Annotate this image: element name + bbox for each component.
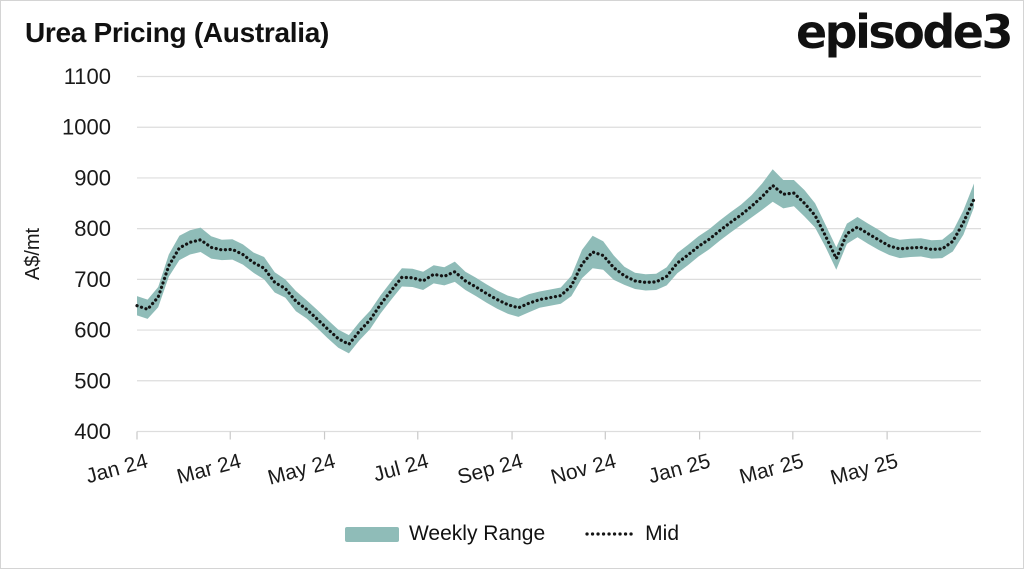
svg-text:Sep 24: Sep 24	[455, 450, 526, 490]
svg-text:May 24: May 24	[265, 450, 338, 490]
svg-text:May 25: May 25	[828, 450, 900, 490]
y-axis-labels: 1100 1000 900 800 700 600 500 400	[62, 64, 111, 444]
svg-text:700: 700	[74, 267, 111, 292]
svg-text:1100: 1100	[64, 64, 111, 89]
legend-weekly-range[interactable]: Weekly Range	[344, 522, 546, 546]
chart-legend: Weekly Range Mid	[1, 522, 1023, 546]
x-axis-labels: Jan 24 Mar 24 May 24 Jul 24 Sep 24 Nov 24 Jan …	[83, 450, 900, 490]
mid-dotted-line	[135, 183, 976, 346]
svg-text:Jan 24: Jan 24	[83, 450, 150, 489]
svg-text:600: 600	[74, 318, 111, 343]
weekly-range-swatch-icon	[344, 526, 399, 542]
svg-text:Jan 25: Jan 25	[646, 450, 713, 489]
episode3-logo: episode3	[795, 5, 1014, 59]
svg-text:400: 400	[74, 419, 111, 444]
mid-dotted-line-icon	[585, 532, 635, 536]
legend-mid-label: Mid	[645, 522, 680, 545]
svg-text:1000: 1000	[62, 115, 111, 140]
page-title: Urea Pricing (Australia)	[25, 17, 329, 48]
legend-weekly-range-label: Weekly Range	[408, 522, 546, 545]
grid-lines	[137, 75, 981, 433]
svg-text:Nov 24: Nov 24	[548, 450, 619, 490]
svg-text:Jul 24: Jul 24	[371, 450, 431, 487]
legend-mid[interactable]: Mid	[585, 522, 679, 546]
svg-text:500: 500	[74, 368, 111, 393]
y-axis-title: A$/mt	[22, 227, 44, 280]
weekly-range-band	[137, 169, 974, 354]
svg-text:Mar 25: Mar 25	[737, 450, 806, 489]
x-axis-tick-marks	[136, 431, 888, 440]
svg-text:Mar 24: Mar 24	[174, 450, 243, 489]
svg-text:800: 800	[74, 216, 111, 241]
svg-text:900: 900	[74, 165, 111, 190]
